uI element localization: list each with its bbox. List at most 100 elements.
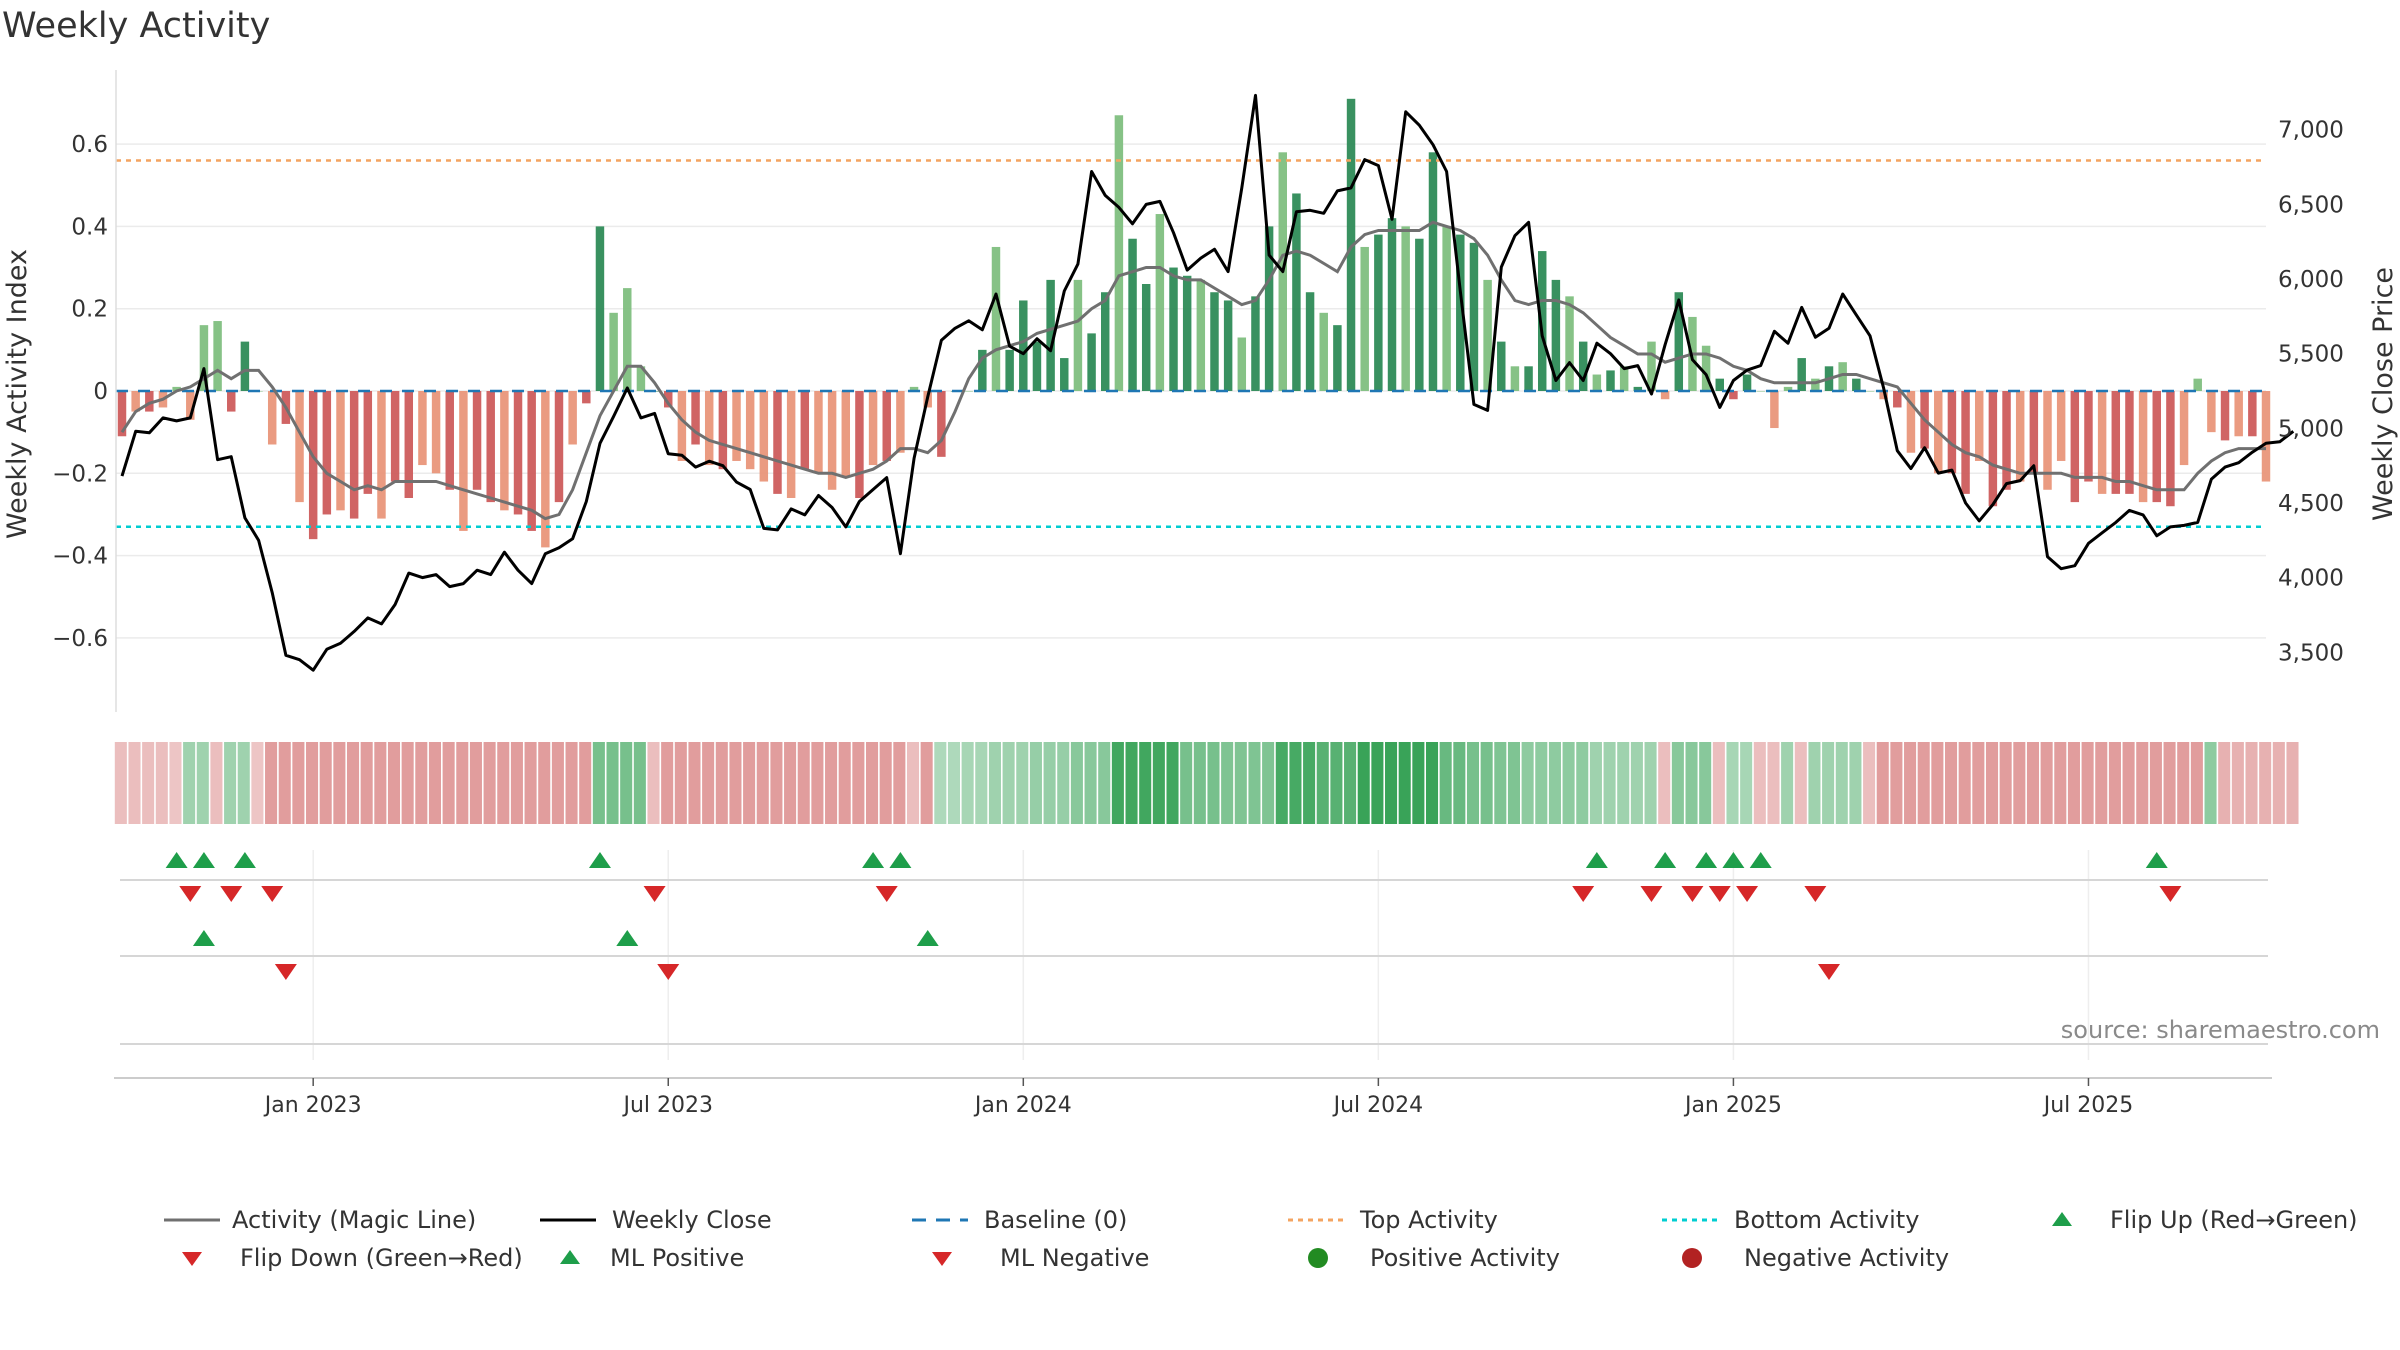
heat-cell [961,742,974,824]
heat-cell [852,742,865,824]
legend-item-flip-up: Flip Up (Red→Green) [2050,1202,2358,1238]
activity-bar [991,246,1001,391]
heat-cell [2231,742,2244,824]
activity-bar [827,391,837,490]
activity-bar [2043,391,2052,490]
legend-item-negative-activity: Negative Activity [1680,1240,1949,1276]
activity-bar [1101,292,1110,391]
legend-label: Flip Down (Green→Red) [240,1244,523,1272]
activity-bar [459,391,468,531]
heat-cell [1535,742,1548,824]
activity-bar [2166,391,2175,507]
triangle-up-icon [2052,1212,2072,1226]
heat-cell [387,742,401,824]
heat-cell [183,742,196,824]
activity-bar [745,391,755,470]
activity-bar [1442,226,1451,391]
activity-bar [609,312,618,391]
ml-negative-marker [274,964,297,980]
heat-cell [1193,742,1206,824]
flip-down-marker [179,886,202,902]
x-tick-label: Jan 2024 [973,1093,1072,1118]
heat-cell [1453,742,1466,824]
activity-bar [1551,279,1561,391]
heat-cell [1480,742,1493,824]
y-axis-label: Weekly Activity Index [2,249,33,539]
heat-cell [442,742,455,824]
legend-item-weekly-close: Weekly Close [540,1202,772,1238]
left-tick-label: 0.2 [71,297,108,323]
activity-bar [2015,391,2025,482]
heat-cell [1139,742,1152,824]
activity-bar [1660,391,1670,400]
heat-cell [2122,742,2135,824]
activity-bar [1141,284,1151,391]
heat-cell [292,742,305,824]
flip-up-marker [1722,852,1745,868]
activity-bar [1073,279,1083,391]
activity-bar [1046,279,1055,391]
flip-up-marker [588,852,611,868]
activity-bar [1019,300,1028,391]
activity-bar [390,391,400,482]
activity-bar [896,391,905,453]
heat-cell [743,742,756,824]
heat-cell [1275,742,1288,824]
activity-bar [2138,391,2148,503]
activity-bar [527,391,536,531]
activity-bar [500,391,509,511]
heat-cell [551,742,564,824]
heat-cell [1439,742,1452,824]
activity-bar [1770,391,1779,429]
heat-strip [114,742,2299,824]
activity-bar [937,391,946,457]
heat-cell [278,742,291,824]
activity-bar [1783,386,1793,391]
activity-bar [1865,391,1875,392]
left-tick-label: 0 [93,379,108,405]
legend-item-positive-activity: Positive Activity [1306,1240,1560,1276]
heat-cell [1494,742,1507,824]
heat-cell [2177,742,2190,824]
bottom-activity-swatch [1662,1218,1718,1222]
x-tick-label: Jul 2023 [621,1093,713,1118]
activity-bar [2084,391,2093,482]
flip-up-marker [1585,852,1608,868]
heat-cell [1029,742,1042,824]
flip-up-marker [889,852,912,868]
flip-down-marker [1736,886,1759,902]
heat-cell [825,742,838,824]
activity-bar [1401,226,1410,391]
heat-cell [1699,742,1712,824]
activity-bar [1251,296,1260,391]
legend-item-baseline: Baseline (0) [912,1202,1127,1238]
heat-cell [1166,742,1179,824]
series-lines [120,93,2295,672]
flip-up-marker [862,852,885,868]
heat-cell [579,742,592,824]
activity-bar [664,391,673,408]
legend-item-magic-line: Activity (Magic Line) [160,1202,476,1238]
heat-cell [1507,742,1520,824]
activity-bar [1510,366,1520,391]
heat-cell [401,742,414,824]
heat-cell [1753,742,1766,824]
flip-down-marker [1572,886,1595,902]
heat-cell [1958,742,1971,824]
heat-cell [2259,742,2272,824]
activity-bar [1169,267,1178,391]
heat-cell [169,742,182,824]
flip-down-marker [2159,886,2182,902]
heat-cell [661,742,674,824]
heat-cell [1248,742,1261,824]
ml-negative-marker [657,964,680,980]
activity-bar [978,349,987,391]
heat-cell [1344,742,1357,824]
heat-cell [128,742,141,824]
activity-bar [1988,391,1998,507]
right-tick-label: 6,000 [2278,267,2344,293]
activity-bar [1838,362,1847,391]
activity-bar [814,391,823,474]
heat-cell [797,742,810,824]
heat-cell [1794,742,1807,824]
